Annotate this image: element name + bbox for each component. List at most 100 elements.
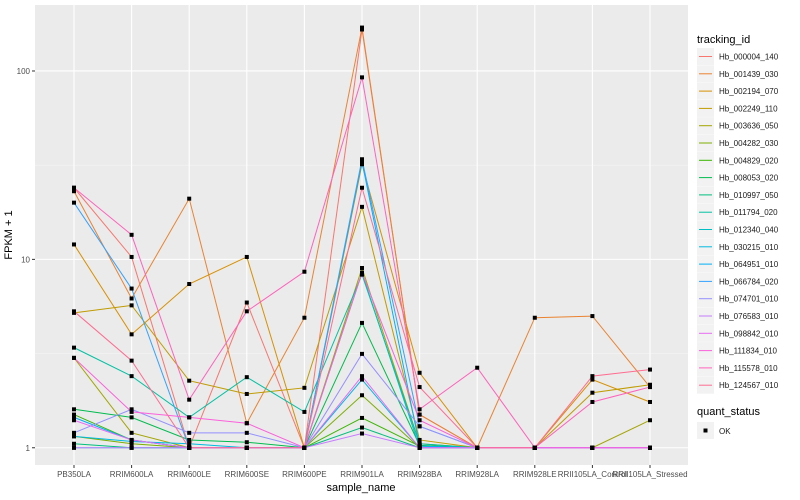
data-point [244, 254, 249, 259]
data-point [648, 399, 652, 404]
data-point [302, 269, 307, 274]
data-point [129, 445, 134, 450]
data-point [302, 385, 307, 390]
x-tick-label: PB350LA [57, 470, 91, 479]
data-point [187, 430, 192, 435]
data-point [590, 377, 595, 382]
data-point [417, 437, 422, 442]
data-point [187, 196, 192, 201]
data-point [360, 25, 364, 30]
legend-label: Hb_000004_140 [719, 53, 779, 62]
data-point [244, 440, 249, 445]
legend-label: Hb_008053_020 [719, 174, 779, 183]
legend-label: Hb_003636_050 [719, 122, 779, 131]
data-point [532, 445, 537, 450]
data-point [129, 407, 134, 412]
legend-label: Hb_010997_050 [719, 191, 779, 200]
data-point [590, 390, 595, 395]
data-point [417, 407, 422, 412]
x-tick-label: RRII105LA_Control [558, 470, 628, 479]
data-point [187, 282, 192, 287]
data-point [129, 303, 134, 308]
data-point [417, 370, 422, 375]
data-point [72, 441, 76, 446]
x-tick-label: RRIM928LA [455, 470, 499, 479]
legend: tracking_id Hb_000004_140 Hb_001439_030 Hb… [697, 34, 779, 439]
legend-label: Hb_004829_020 [719, 156, 779, 165]
data-point [360, 393, 364, 398]
data-point [302, 315, 307, 320]
data-point [417, 385, 422, 390]
data-point [360, 431, 364, 436]
data-point [244, 421, 249, 426]
data-point [72, 407, 76, 412]
x-tick-label: RRIM600PE [282, 470, 326, 479]
data-point [187, 378, 192, 383]
data-point [244, 375, 249, 380]
data-point [129, 409, 134, 414]
legend-label: Hb_064951_010 [719, 260, 779, 269]
data-point [302, 409, 307, 414]
data-point [648, 418, 652, 423]
data-point [129, 374, 134, 379]
data-point [360, 75, 364, 80]
data-point [360, 270, 364, 275]
data-point [590, 445, 595, 450]
x-tick-label: RRII105LA_Stressed [612, 470, 687, 479]
data-point [360, 265, 364, 270]
x-tick-label: RRIM928LE [513, 470, 557, 479]
data-point [648, 445, 652, 450]
data-point [417, 445, 422, 450]
data-point [360, 185, 364, 190]
data-point [417, 412, 422, 417]
data-point [475, 445, 480, 450]
x-tick-label: RRIM600LE [167, 470, 211, 479]
y-tick-label: 100 [17, 67, 31, 76]
legend-label: Hb_076583_010 [719, 312, 779, 321]
data-point [302, 445, 307, 450]
data-point [244, 391, 249, 396]
data-point [187, 441, 192, 446]
legend-label: Hb_030215_010 [719, 243, 779, 252]
data-point [244, 430, 249, 435]
data-point [129, 254, 134, 259]
data-point [72, 242, 76, 247]
data-point [129, 441, 134, 446]
data-point [129, 232, 134, 237]
x-tick-label: RRIM600SE [225, 470, 269, 479]
shape-legend-title: quant_status [697, 406, 760, 418]
point-icon [703, 428, 708, 433]
data-point [187, 397, 192, 402]
data-point [72, 189, 76, 194]
data-point [72, 434, 76, 439]
data-point [72, 445, 76, 450]
data-point [360, 159, 364, 164]
data-point [129, 430, 134, 435]
data-point [72, 309, 76, 314]
legend-label: Hb_124567_010 [719, 381, 779, 390]
y-tick-label: 10 [21, 255, 30, 264]
x-tick-label: RRIM928BA [397, 470, 442, 479]
x-tick-label: RRIM600LA [110, 470, 154, 479]
legend-title: tracking_id [697, 34, 750, 46]
shape-legend-label: OK [719, 427, 731, 436]
data-point [187, 445, 192, 450]
y-axis-label: FPKM + 1 [3, 210, 15, 259]
data-point [532, 315, 537, 320]
data-point [187, 415, 192, 420]
legend-label: Hb_111834_010 [719, 347, 778, 356]
y-tick-label: 1 [26, 444, 31, 453]
data-point [129, 415, 134, 420]
data-point [72, 185, 76, 190]
legend-label: Hb_066784_020 [719, 277, 779, 286]
data-point [360, 374, 364, 379]
legend-label: Hb_115578_010 [719, 364, 778, 373]
data-point [72, 415, 76, 420]
data-point [72, 430, 76, 435]
data-point [72, 200, 76, 205]
legend-label: Hb_004282_030 [719, 139, 779, 148]
data-point [129, 296, 134, 301]
data-point [129, 437, 134, 442]
